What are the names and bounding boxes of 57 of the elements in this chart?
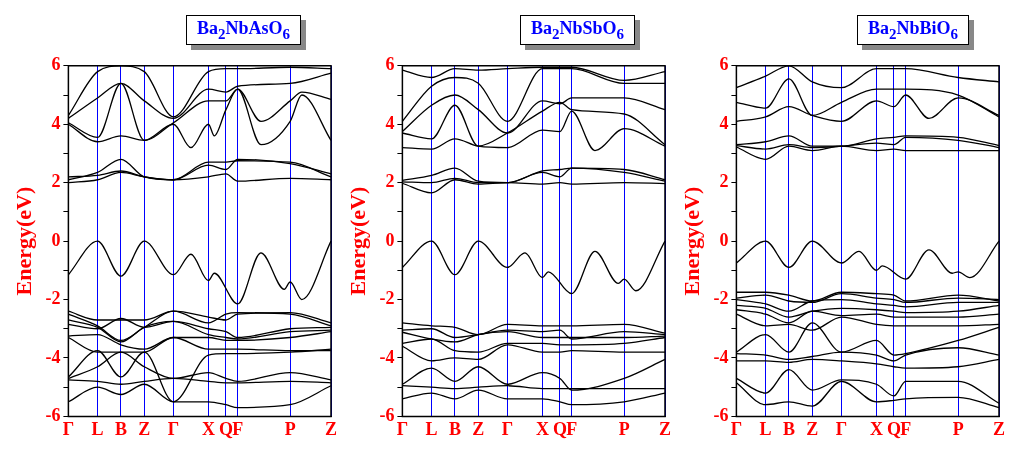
x-tick-label: Γ bbox=[396, 418, 409, 439]
y-tick-label: -4 bbox=[379, 346, 395, 367]
x-tick-label: X bbox=[201, 418, 215, 439]
x-tick-label: L bbox=[425, 418, 438, 439]
x-tick-label: Z bbox=[992, 418, 1006, 439]
y-axis-title: Energy(eV) bbox=[678, 186, 704, 296]
y-tick-label: -6 bbox=[379, 405, 395, 426]
y-axis-title: Energy(eV) bbox=[344, 186, 370, 296]
x-tick-label: F bbox=[900, 418, 912, 439]
y-tick-label: -4 bbox=[713, 346, 729, 367]
x-tick-label: B bbox=[114, 418, 127, 439]
y-tick-label: 6 bbox=[719, 54, 729, 75]
x-tick-label: Z bbox=[658, 418, 672, 439]
x-tick-label: Γ bbox=[501, 418, 514, 439]
chart-title: Ba$_{2}$NbAsO$_{6}$ bbox=[185, 14, 301, 46]
x-tick-label: Γ bbox=[167, 418, 180, 439]
y-tick-label: 6 bbox=[385, 54, 395, 75]
y-tick-label: 2 bbox=[51, 171, 61, 192]
x-tick-label: L bbox=[759, 418, 772, 439]
y-tick-label: 4 bbox=[51, 112, 61, 133]
x-tick-label: Z bbox=[806, 418, 819, 439]
x-tick-label: Γ bbox=[835, 418, 848, 439]
y-axis-title: Energy(eV) bbox=[10, 186, 36, 296]
y-tick-label: 6 bbox=[51, 54, 61, 75]
y-tick-label: -6 bbox=[45, 405, 61, 426]
chart-title: Ba$_{2}$NbSbO$_{6}$ bbox=[519, 14, 635, 46]
x-tick-label: Γ bbox=[62, 418, 75, 439]
y-tick-label: 4 bbox=[719, 112, 729, 133]
x-tick-label: X bbox=[869, 418, 883, 439]
y-tick-label: -6 bbox=[713, 405, 729, 426]
x-tick-label: Z bbox=[472, 418, 485, 439]
y-tick-label: -2 bbox=[713, 288, 729, 309]
y-tick-label: -4 bbox=[45, 346, 61, 367]
x-tick-label: Z bbox=[324, 418, 338, 439]
y-tick-label: 4 bbox=[385, 112, 395, 133]
x-tick-label: P bbox=[952, 418, 964, 439]
y-tick-label: 2 bbox=[719, 171, 729, 192]
y-tick-label: 2 bbox=[385, 171, 395, 192]
y-tick-label: 0 bbox=[719, 229, 729, 250]
x-tick-label: Q bbox=[218, 418, 233, 439]
x-tick-label: P bbox=[618, 418, 630, 439]
x-tick-label: F bbox=[232, 418, 244, 439]
x-tick-label: Γ bbox=[730, 418, 743, 439]
chart-title: Ba$_{2}$NbBiO$_{6}$ bbox=[856, 14, 969, 46]
x-tick-label: Z bbox=[138, 418, 151, 439]
x-tick-label: F bbox=[566, 418, 578, 439]
y-tick-label: 0 bbox=[51, 229, 61, 250]
x-tick-label: Q bbox=[552, 418, 567, 439]
x-tick-label: P bbox=[284, 418, 296, 439]
x-tick-label: B bbox=[782, 418, 795, 439]
x-tick-label: Q bbox=[886, 418, 901, 439]
y-tick-label: 0 bbox=[385, 229, 395, 250]
y-tick-label: -2 bbox=[379, 288, 395, 309]
x-tick-label: B bbox=[448, 418, 461, 439]
y-tick-label: -2 bbox=[45, 288, 61, 309]
x-tick-label: X bbox=[535, 418, 549, 439]
x-tick-label: L bbox=[91, 418, 104, 439]
